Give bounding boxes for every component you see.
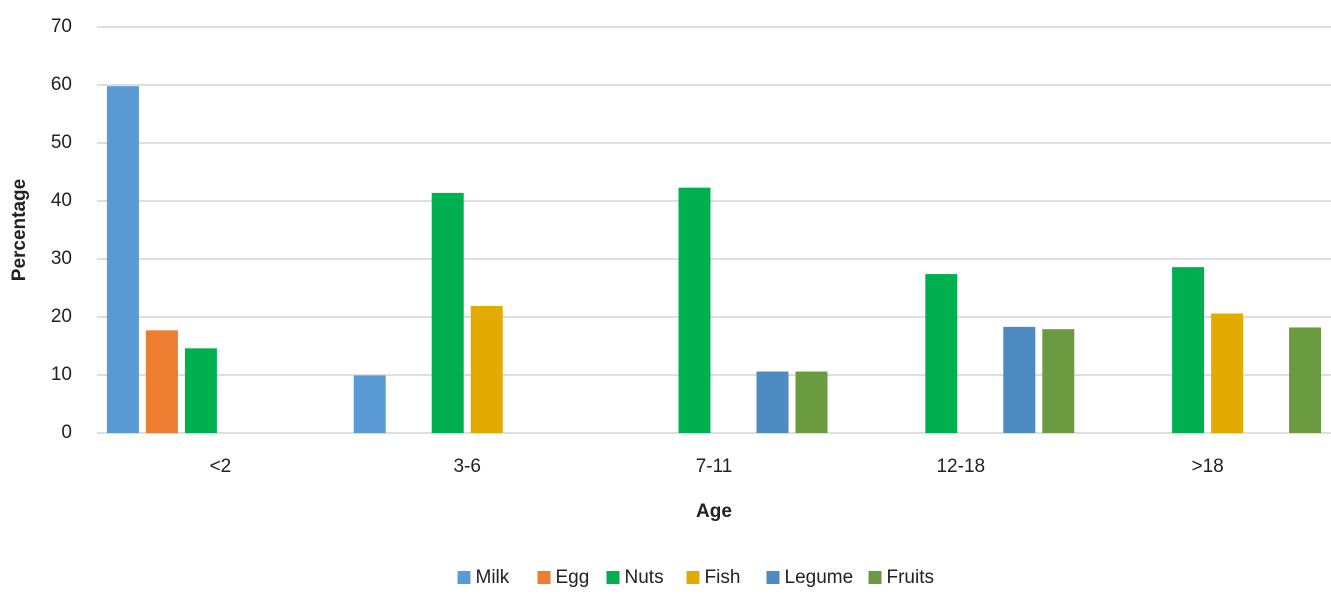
legend-label: Fish (705, 567, 741, 588)
bar (353, 375, 386, 433)
bar (1172, 267, 1205, 433)
legend-label: Nuts (625, 567, 664, 588)
bar (925, 274, 958, 433)
legend-swatch (457, 571, 471, 584)
legend-swatch (686, 571, 700, 584)
x-tick-label: 12-18 (936, 456, 985, 477)
legend-label: Egg (556, 567, 590, 588)
x-tick-label: 7-11 (696, 456, 733, 477)
y-tick-label: 0 (61, 422, 72, 443)
bar (431, 192, 464, 433)
legend-swatch (868, 571, 882, 584)
legend-swatch (537, 571, 551, 584)
bar (184, 348, 217, 433)
bar (106, 86, 139, 433)
y-tick-label: 50 (51, 132, 72, 153)
bar (1211, 313, 1244, 433)
bar (795, 371, 828, 433)
x-tick-label: 3-6 (453, 456, 480, 477)
bar (1289, 327, 1322, 433)
bar (145, 330, 178, 433)
bar (1042, 329, 1075, 433)
y-tick-label: 30 (51, 248, 72, 269)
bar (756, 371, 789, 433)
legend-label: Fruits (887, 567, 935, 588)
y-axis-title: Percentage (9, 179, 30, 281)
y-tick-label: 70 (51, 16, 72, 37)
legend-swatch (606, 571, 620, 584)
y-tick-label: 20 (51, 306, 72, 327)
y-tick-label: 10 (51, 364, 72, 385)
legend-swatch (766, 571, 780, 584)
legend-label: Milk (476, 567, 510, 588)
legend-label: Legume (785, 567, 854, 588)
x-axis-title: Age (696, 501, 732, 522)
bar (1003, 326, 1036, 433)
y-tick-label: 60 (51, 74, 72, 95)
x-tick-label: <2 (210, 456, 232, 477)
x-tick-label: >18 (1191, 456, 1223, 477)
bar (470, 305, 503, 433)
bar (678, 187, 711, 433)
y-tick-label: 40 (51, 190, 72, 211)
